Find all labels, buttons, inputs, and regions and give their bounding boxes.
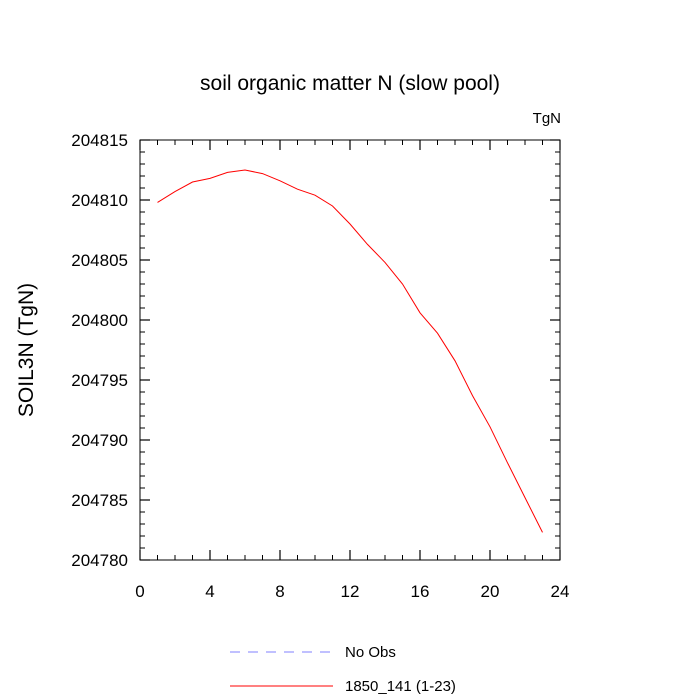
y-tick-label: 204815 — [71, 131, 128, 150]
x-tick-label: 20 — [481, 582, 500, 601]
x-tick-label: 0 — [135, 582, 144, 601]
legend: No Obs 1850_141 (1-23) — [230, 644, 456, 695]
chart-title: soil organic matter N (slow pool) — [200, 72, 500, 95]
x-tick-label: 24 — [551, 582, 570, 601]
x-tick-label: 12 — [341, 582, 360, 601]
y-tick-label: 204780 — [71, 551, 128, 570]
series-layer — [157, 169, 543, 533]
major-ticks — [139, 139, 561, 561]
y-tick-label: 204800 — [71, 311, 128, 330]
y-tick-label: 204785 — [71, 491, 128, 510]
x-tick-labels: 0 4 8 12 16 20 24 — [135, 582, 569, 601]
y-tick-label: 204790 — [71, 431, 128, 450]
minor-ticks — [140, 140, 560, 560]
y-tick-label: 204805 — [71, 251, 128, 270]
legend-label: No Obs — [345, 644, 396, 661]
y-tick-label: 204810 — [71, 191, 128, 210]
plot-frame — [139, 139, 561, 561]
legend-label: 1850_141 (1-23) — [345, 678, 456, 695]
x-tick-label: 4 — [205, 582, 214, 601]
x-tick-label: 8 — [275, 582, 284, 601]
units-label: TgN — [533, 110, 561, 127]
y-tick-label: 204795 — [71, 371, 128, 390]
series-line — [157, 169, 543, 533]
y-axis-label: SOIL3N (TgN) — [15, 283, 38, 417]
y-tick-labels: 204780 204785 204790 204795 204800 204805 2048… — [71, 131, 128, 570]
x-tick-label: 16 — [411, 582, 430, 601]
